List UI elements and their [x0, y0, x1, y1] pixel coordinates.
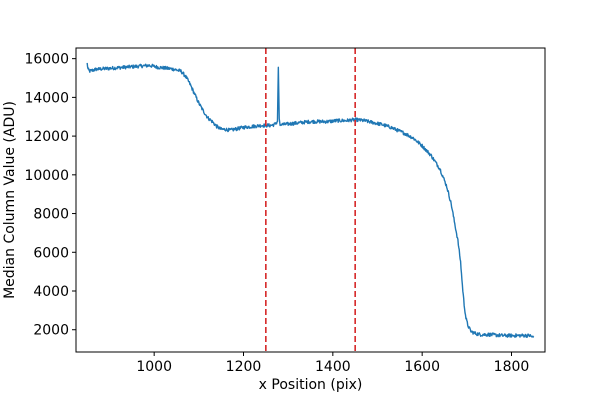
y-tick-label: 8000	[33, 207, 69, 223]
series-line	[86, 62, 535, 338]
y-axis-ticks: 2000 4000 6000 8000 10000 12000 14000 16000	[24, 52, 76, 339]
plot-frame	[75, 47, 546, 353]
y-tick-label: 14000	[24, 90, 69, 106]
x-tick-label: 1000	[136, 359, 172, 375]
x-tick-label: 1400	[315, 359, 351, 375]
y-tick-label: 6000	[33, 245, 69, 261]
x-axis-ticks: 1000 1200 1400 1600 1800	[136, 352, 529, 375]
x-axis-label: x Position (pix)	[259, 377, 363, 393]
x-tick-label: 1600	[404, 359, 440, 375]
y-tick-label: 16000	[24, 52, 69, 68]
x-tick-label: 1800	[494, 359, 530, 375]
y-tick-label: 12000	[24, 129, 69, 145]
x-tick-label: 1200	[226, 359, 262, 375]
plot-area	[86, 48, 535, 352]
y-axis-label: Median Column Value (ADU)	[2, 101, 18, 299]
y-tick-label: 4000	[33, 284, 69, 300]
y-tick-label: 10000	[24, 168, 69, 184]
y-tick-label: 2000	[33, 323, 69, 339]
